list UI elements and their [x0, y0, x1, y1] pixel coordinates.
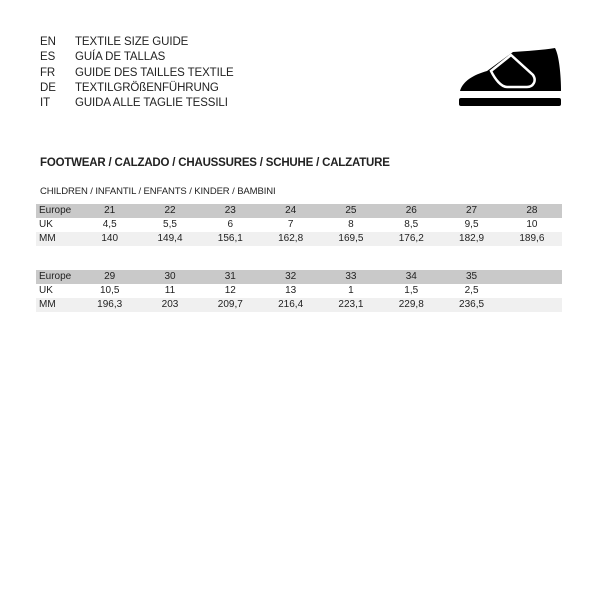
table-cell: 24 [285, 205, 297, 216]
table-cell: 2,5 [464, 285, 479, 296]
table-cell: 27 [466, 205, 478, 216]
table-cell: 216,4 [278, 299, 304, 310]
table-cell: 35 [466, 271, 478, 282]
table-cell: 29 [104, 271, 116, 282]
table-cell: 162,8 [278, 233, 304, 244]
table-cell: 169,5 [338, 233, 364, 244]
table-cell: 182,9 [459, 233, 485, 244]
table-cell: 23 [224, 205, 236, 216]
lang-de: DE TEXTILGRÖßENFÜHRUNG [40, 81, 219, 94]
table-cell: 9,5 [464, 219, 479, 230]
table-row: UK 10,5 11 12 13 1 1,5 2,5 [36, 284, 562, 298]
table-cell: 236,5 [459, 299, 485, 310]
table-cell: 26 [405, 205, 417, 216]
section-title: FOOTWEAR / CALZADO / CHAUSSURES / SCHUHE… [40, 157, 390, 169]
table-cell: 5,5 [163, 219, 177, 230]
table-cell: 6 [227, 219, 234, 230]
lang-en: EN TEXTILE SIZE GUIDE [40, 36, 189, 48]
size-table-1: Europe 21 22 23 24 25 26 27 28 UK 4,5 5,5 6 7 8 8,5 9,5 1… [36, 204, 562, 246]
table-cell: 31 [224, 271, 236, 282]
table-cell [502, 270, 562, 284]
table-cell: 8 [348, 219, 354, 230]
lang-it: IT GUIDA ALLE TAGLIE TESSILI [40, 97, 228, 110]
size-table-2: Europe 29 30 31 32 33 34 35 UK 10,5 11 12 13 1 1,5 2,5 M… [36, 270, 562, 312]
table-row: Europe 21 22 23 24 25 26 27 28 [36, 204, 562, 218]
table-cell: 25 [345, 205, 357, 216]
table-cell: 189,6 [519, 233, 545, 244]
table-cell: 12 [224, 285, 236, 296]
lang-fr: FR GUIDE DES TAILLES TEXTILE [40, 66, 234, 79]
subsection-title: CHILDREN / INFANTIL / ENFANTS / KINDER /… [40, 186, 276, 197]
table-cell: 196,3 [97, 299, 123, 310]
language-list: EN TEXTILE SIZE GUIDE ES GUÍA DE TALLAS FR… [40, 35, 234, 111]
row-label: UK [39, 219, 53, 230]
table-cell: 30 [164, 271, 176, 282]
row-label: Europe [39, 205, 72, 216]
table-cell: 1 [348, 285, 354, 296]
table-cell: 34 [405, 271, 417, 282]
table-cell: 209,7 [217, 299, 243, 310]
table-cell: 10,5 [99, 285, 120, 296]
table-cell: 4,5 [102, 219, 117, 230]
table-cell: 22 [164, 205, 176, 216]
table-row: Europe 29 30 31 32 33 34 35 [36, 270, 562, 284]
table-cell: 223,1 [338, 299, 364, 310]
table-cell: 1,5 [404, 285, 419, 296]
table-cell [502, 298, 562, 312]
table-cell: 33 [345, 271, 357, 282]
row-label: MM [39, 233, 56, 244]
table-cell: 8,5 [404, 219, 419, 230]
table-cell: 229,8 [398, 299, 424, 310]
table-cell: 149,4 [157, 233, 183, 244]
table-cell: 140 [101, 233, 119, 244]
row-label: MM [39, 299, 56, 310]
table-cell: 10 [526, 219, 538, 230]
table-cell: 156,1 [217, 233, 243, 244]
table-cell: 28 [526, 205, 538, 216]
lang-es: ES GUÍA DE TALLAS [40, 51, 166, 64]
table-cell: 13 [285, 285, 297, 296]
shoe-icon [459, 48, 561, 106]
row-label: UK [39, 285, 53, 296]
row-label: Europe [39, 271, 72, 282]
table-cell: 176,2 [398, 233, 424, 244]
table-row: UK 4,5 5,5 6 7 8 8,5 9,5 10 [36, 218, 562, 232]
table-cell: 32 [285, 271, 297, 282]
table-cell [502, 284, 562, 298]
table-row: MM 196,3 203 209,7 216,4 223,1 229,8 236,5 [36, 298, 562, 312]
table-cell: 203 [161, 299, 179, 310]
table-cell: 21 [104, 205, 116, 216]
table-row: MM 140 149,4 156,1 162,8 169,5 176,2 182,9 189,6 [36, 232, 562, 246]
table-cell: 7 [287, 219, 294, 230]
table-cell: 11 [164, 285, 176, 296]
